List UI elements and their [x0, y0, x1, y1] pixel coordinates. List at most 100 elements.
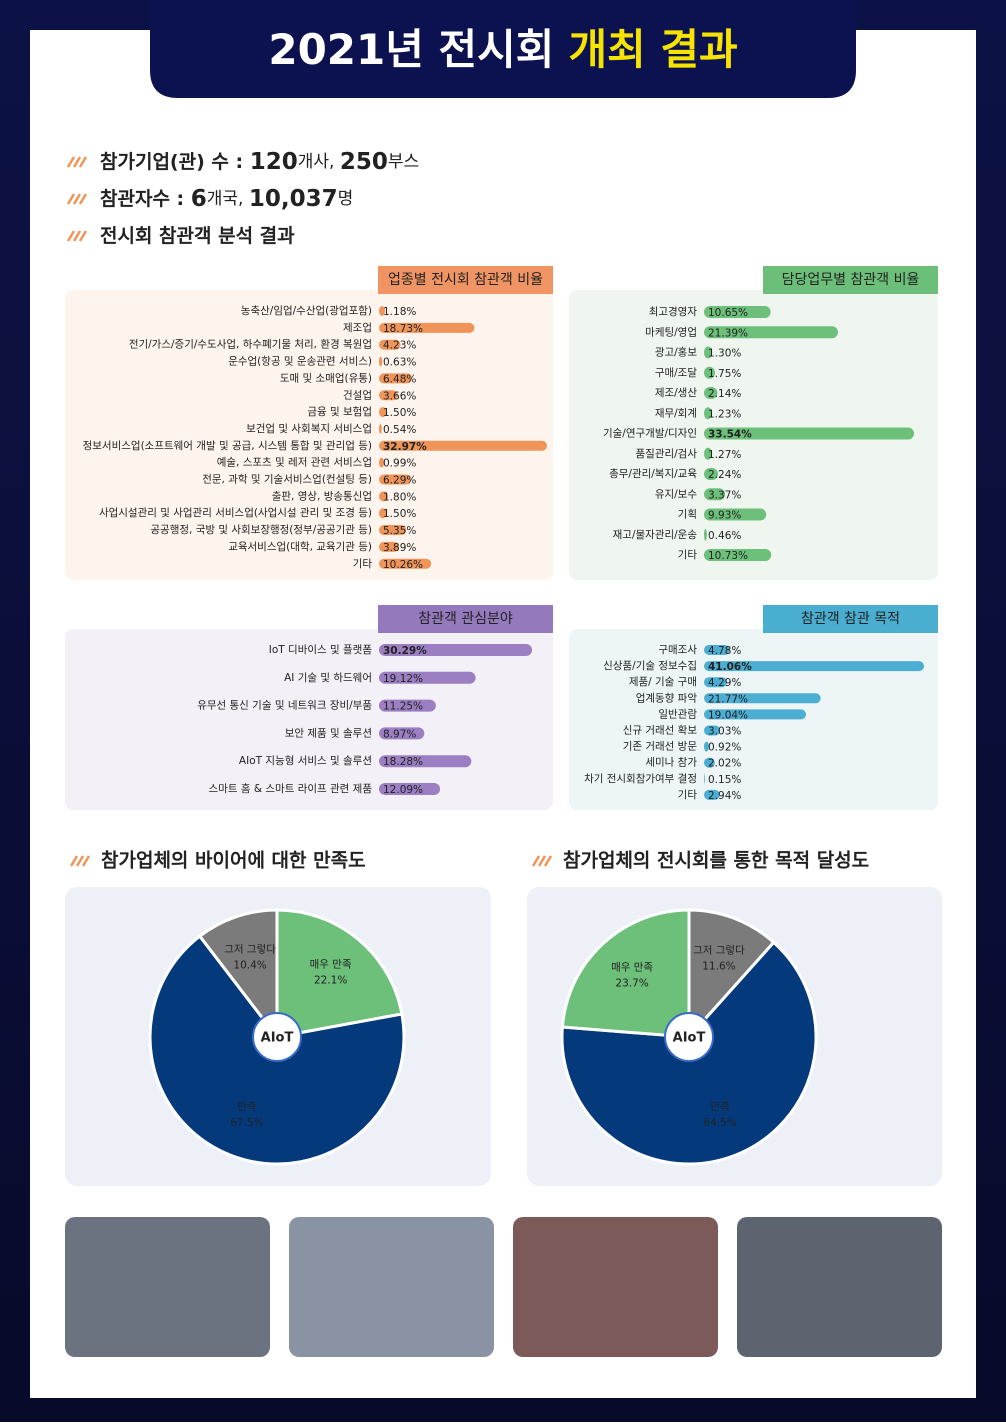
section-title: 참가업체의 바이어에 대한 만족도 [101, 850, 366, 872]
value-label: 3.89% [383, 542, 416, 554]
value-label: 2.24% [708, 469, 741, 481]
category-label: 제조업 [343, 321, 372, 334]
value-label: 10.26% [383, 559, 423, 571]
slice-label: 그저 그렇다 [693, 944, 745, 957]
section-icon [531, 855, 541, 867]
value-label: 1.80% [383, 491, 416, 503]
chart-panel [65, 290, 553, 580]
bar [704, 709, 807, 720]
chart-title: 참관객 관심분야 [418, 611, 513, 627]
bar [379, 541, 399, 552]
value-label: 1.75% [708, 368, 741, 380]
bar [704, 645, 730, 655]
category-label: 광고/홍보 [655, 346, 698, 359]
bar [704, 508, 767, 521]
value-label: 10.65% [708, 307, 748, 319]
category-label: 기획 [678, 509, 697, 521]
slice-value: 64.5% [703, 1117, 736, 1129]
section-icon [543, 855, 553, 867]
value-label: 1.30% [708, 348, 741, 360]
summary-line: 전시회 참관객 분석 결과 [100, 225, 295, 247]
value-label: 6.48% [383, 373, 416, 385]
category-label: 구매/조달 [655, 367, 698, 379]
pie-slice [197, 908, 279, 1042]
summary-part: 명 [338, 189, 354, 209]
chart-title: 업종별 전시회 참관객 비율 [388, 272, 543, 288]
summary-part: 참관자수 : [100, 188, 191, 210]
chart-title: 참관객 참관 목적 [801, 611, 900, 627]
category-label: 재고/물자관리/운송 [613, 529, 698, 541]
slice-value: 67.5% [230, 1117, 263, 1129]
category-label: 차기 전시회참가여부 결정 [584, 773, 697, 785]
category-label: 스마트 홈 & 스마트 라이프 관련 제품 [209, 782, 373, 795]
value-label: 0.46% [708, 530, 741, 542]
bar [704, 549, 772, 561]
section-title: 참가업체의 전시회를 통한 목적 달성도 [563, 850, 869, 872]
value-label: 2.02% [708, 758, 741, 770]
value-label: 4.29% [708, 677, 741, 689]
section-icon [78, 230, 88, 242]
value-label: 0.99% [383, 458, 416, 470]
section-icon [75, 855, 85, 867]
value-label: 11.25% [383, 701, 423, 713]
bar [704, 725, 721, 736]
bar [704, 427, 914, 440]
bar [379, 783, 441, 795]
value-label: 3.03% [708, 726, 741, 738]
value-label: 3.66% [383, 390, 416, 402]
value-label: 1.50% [383, 508, 416, 520]
section-icon [66, 193, 76, 205]
title-tab [150, 0, 856, 98]
section-icon [78, 193, 88, 205]
category-label: 전기/가스/증기/수도사업, 하수폐기물 처리, 환경 복원업 [129, 338, 372, 351]
bar [704, 468, 719, 480]
summary-part: 6 [191, 186, 207, 212]
bar [379, 306, 386, 316]
value-label: 41.06% [708, 661, 752, 673]
category-label: AIoT 지능형 서비스 및 솔루션 [239, 755, 372, 767]
logo-text: AIoT [673, 1031, 706, 1046]
category-label: 공공행정, 국방 및 사회보장행정(정부/공공기관 등) [150, 524, 372, 536]
slice-label: 만족 [237, 1101, 257, 1113]
bar [379, 644, 532, 656]
section-icon [72, 193, 82, 205]
bar [379, 407, 387, 418]
value-label: 33.54% [708, 429, 752, 441]
value-label: 0.63% [383, 357, 416, 369]
value-label: 4.23% [383, 340, 416, 352]
section-icon [66, 230, 76, 242]
category-label: 사업시설관리 및 사업관리 서비스업(사업시설 관리 및 조경 등) [99, 506, 372, 519]
category-label: IoT 디바이스 및 플랫폼 [269, 644, 373, 656]
category-label: 금융 및 보험업 [307, 405, 372, 418]
value-label: 1.27% [708, 449, 741, 461]
slice-label: 매우 만족 [611, 961, 653, 973]
pie-slice [560, 908, 691, 1039]
category-label: 운수업(항공 및 운송관련 서비스) [228, 355, 372, 368]
bar [704, 387, 718, 399]
chart-tag [378, 605, 553, 633]
category-label: AI 기술 및 하드웨어 [284, 671, 372, 684]
bar [704, 693, 821, 704]
title-highlight: 개최 결과 [568, 25, 737, 74]
bar [704, 326, 838, 339]
logo-text: AIoT [261, 1031, 294, 1046]
category-label: 품질관리/검사 [636, 448, 698, 460]
category-label: 유지/보수 [655, 488, 698, 500]
value-label: 21.39% [708, 327, 748, 339]
logo [664, 1012, 714, 1062]
category-label: 최고경영자 [649, 305, 698, 318]
value-label: 1.50% [383, 407, 416, 419]
slice-label: 그저 그렇다 [224, 943, 276, 956]
value-label: 3.37% [708, 489, 741, 501]
photo [65, 1217, 270, 1357]
summary-part: 참가기업(관) 수 : [100, 151, 250, 173]
bar [704, 346, 713, 359]
bar [379, 474, 412, 485]
slice-value: 11.6% [702, 961, 735, 973]
bar [704, 757, 715, 768]
bar [704, 741, 709, 752]
category-label: 유무선 통신 기술 및 네트워크 장비/부품 [197, 699, 372, 712]
photo [737, 1217, 942, 1357]
summary-part: 250 [340, 149, 388, 175]
summary-line: 참관자수 : 6개국, 10,037명 [100, 186, 353, 212]
